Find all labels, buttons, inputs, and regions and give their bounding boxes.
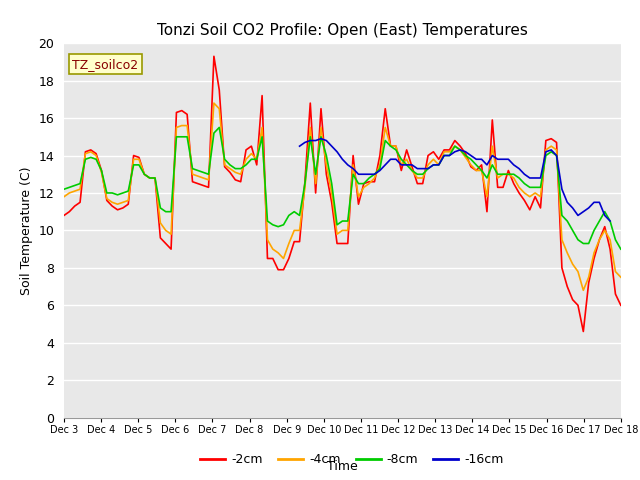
-4cm xyxy=(135,156,143,162)
-2cm xyxy=(307,100,314,106)
-2cm xyxy=(65,209,73,215)
-8cm xyxy=(472,162,480,168)
Y-axis label: Soil Temperature (C): Soil Temperature (C) xyxy=(20,166,33,295)
-4cm xyxy=(472,168,480,173)
-2cm xyxy=(280,267,287,273)
-4cm xyxy=(579,288,587,293)
-2cm xyxy=(60,213,68,218)
-8cm xyxy=(467,156,475,162)
-4cm xyxy=(65,190,73,196)
-4cm xyxy=(307,125,314,131)
-16cm xyxy=(381,162,389,168)
-4cm xyxy=(467,162,475,168)
Text: TZ_soilco2: TZ_soilco2 xyxy=(72,58,138,71)
-2cm xyxy=(617,302,625,308)
-16cm xyxy=(349,166,357,171)
Legend: -2cm, -4cm, -8cm, -16cm: -2cm, -4cm, -8cm, -16cm xyxy=(195,448,509,471)
Line: -8cm: -8cm xyxy=(64,128,621,249)
-4cm xyxy=(210,100,218,106)
Title: Tonzi Soil CO2 Profile: Open (East) Temperatures: Tonzi Soil CO2 Profile: Open (East) Temp… xyxy=(157,23,528,38)
-2cm xyxy=(135,155,143,160)
-16cm xyxy=(606,218,614,224)
-8cm xyxy=(65,184,73,190)
-8cm xyxy=(216,125,223,131)
-2cm xyxy=(467,164,475,169)
-4cm xyxy=(60,194,68,200)
-4cm xyxy=(280,255,287,261)
-16cm xyxy=(296,143,303,149)
Line: -16cm: -16cm xyxy=(300,139,610,221)
Line: -2cm: -2cm xyxy=(64,56,621,332)
-16cm xyxy=(307,138,314,144)
-4cm xyxy=(617,275,625,280)
-2cm xyxy=(579,329,587,335)
-8cm xyxy=(135,162,143,168)
X-axis label: Time: Time xyxy=(327,459,358,472)
-16cm xyxy=(461,149,469,155)
-2cm xyxy=(472,168,480,173)
-8cm xyxy=(617,246,625,252)
-2cm xyxy=(210,53,218,59)
-16cm xyxy=(333,149,341,155)
-8cm xyxy=(60,186,68,192)
Line: -4cm: -4cm xyxy=(64,103,621,290)
-16cm xyxy=(526,175,534,181)
-8cm xyxy=(307,134,314,140)
-8cm xyxy=(612,237,620,243)
-16cm xyxy=(317,136,325,142)
